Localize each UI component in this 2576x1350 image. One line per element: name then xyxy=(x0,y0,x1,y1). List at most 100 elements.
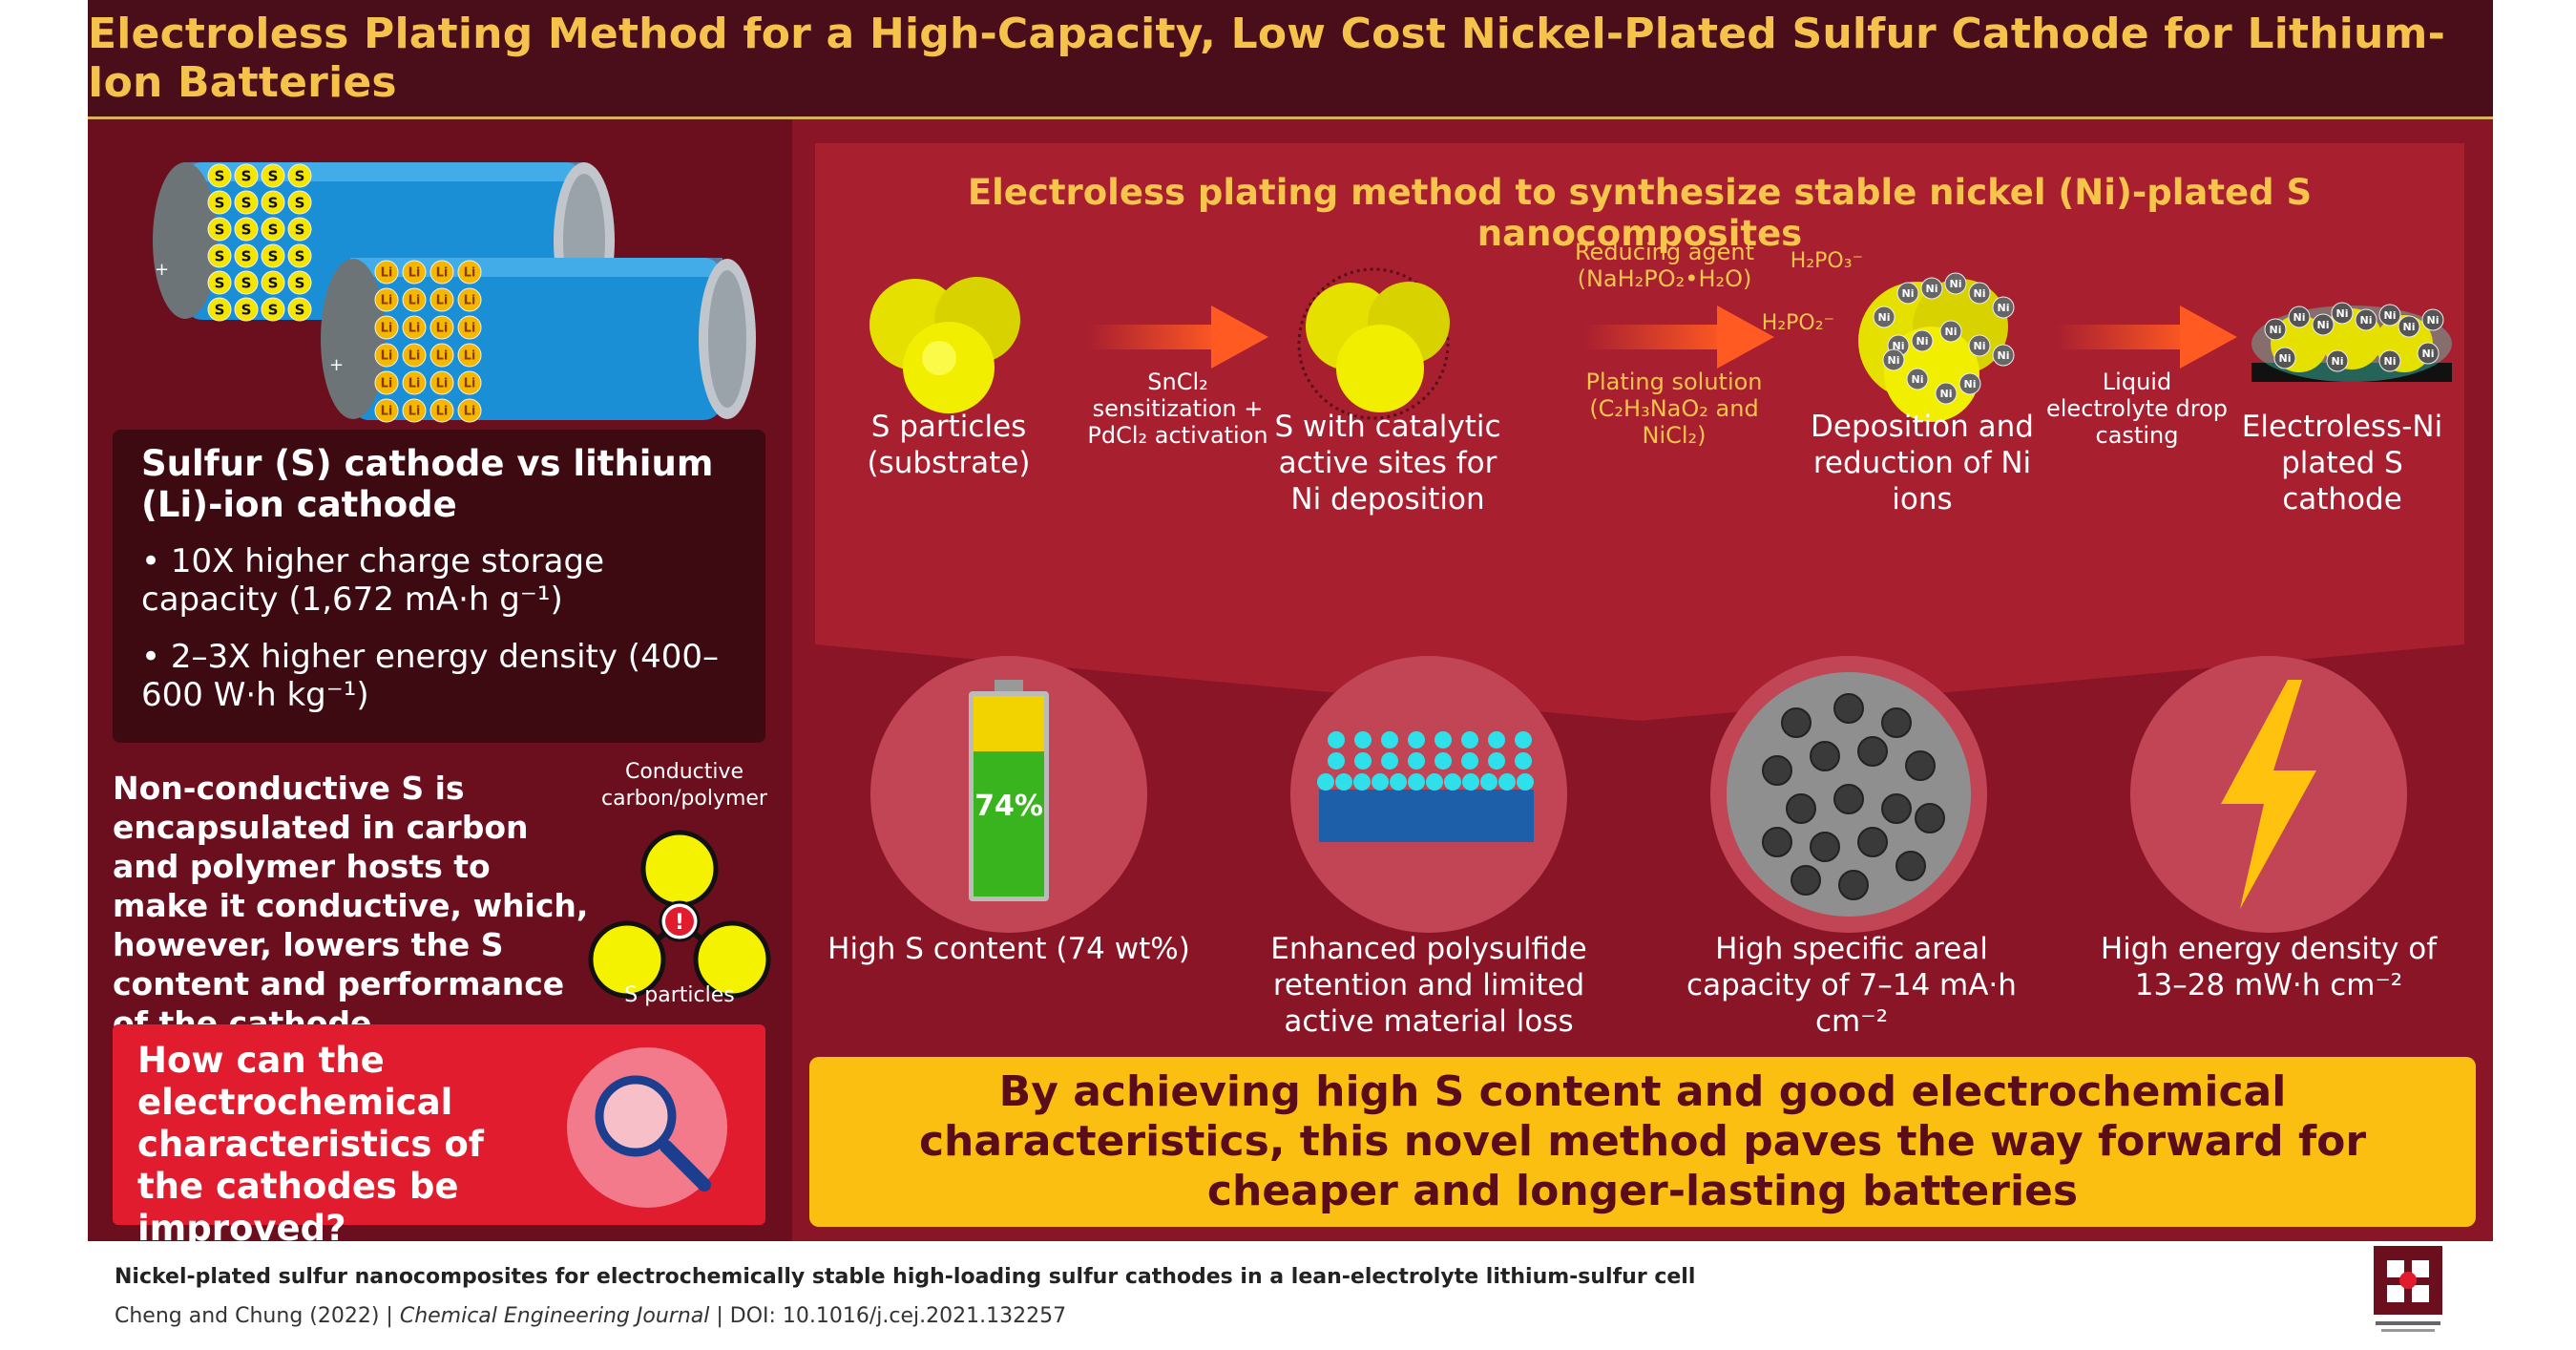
pore-dot xyxy=(1881,793,1912,824)
polysulfide-dot xyxy=(1461,752,1478,770)
pore-dot xyxy=(1905,750,1936,781)
s-atom-icon: S xyxy=(287,217,312,242)
polysulfide-dot xyxy=(1515,731,1532,749)
pore-dot xyxy=(1895,851,1926,881)
svg-text:S: S xyxy=(295,167,305,184)
li-atom-icon: Li xyxy=(374,260,399,285)
ni-atom-icon: Ni xyxy=(1944,272,1967,295)
polysulfide-dot xyxy=(1435,731,1452,749)
ni-atom-icon: Ni xyxy=(1992,296,2015,319)
pore-dot xyxy=(1833,693,1864,724)
li-atom-icon: Li xyxy=(402,370,427,395)
svg-text:Li: Li xyxy=(408,349,421,364)
li-atom-icon: Li xyxy=(374,398,399,423)
svg-text:S: S xyxy=(241,221,252,238)
polysulfide-dot xyxy=(1408,773,1425,791)
s-atom-icon: S xyxy=(261,297,285,322)
polysulfide-dot xyxy=(1408,731,1425,749)
s-atom-icon: S xyxy=(234,297,259,322)
arrow-right-icon xyxy=(1583,306,1774,369)
pore-dot xyxy=(1857,736,1888,767)
ni-atom-icon: Ni xyxy=(2312,313,2335,336)
svg-text:+: + xyxy=(155,260,169,280)
svg-text:Li: Li xyxy=(381,377,393,391)
s-atom-icon: S xyxy=(261,190,285,215)
benefit3-circle xyxy=(1710,656,1987,933)
ni-atom-icon: Ni xyxy=(1911,329,1934,352)
ni-atom-icon: Ni xyxy=(1968,282,1991,305)
polysulfide-dot xyxy=(1408,752,1425,770)
benefit1-circle: 74% xyxy=(870,656,1147,933)
li-atom-icon: Li xyxy=(457,343,482,368)
pore-dot xyxy=(1786,793,1816,824)
arrow3-label: Liquid electrolyte drop casting xyxy=(2046,369,2228,449)
s-atom-icon: S xyxy=(287,163,312,188)
svg-text:Li: Li xyxy=(436,377,449,391)
svg-text:Li: Li xyxy=(436,322,449,336)
ni-atom-icon: Ni xyxy=(1958,372,1981,395)
footer-doi: | DOI: 10.1016/j.cej.2021.132257 xyxy=(709,1304,1067,1328)
polysulfide-dot xyxy=(1480,773,1497,791)
nonconductive-text: Non-conductive S is encapsulated in carb… xyxy=(113,770,589,1042)
svg-text:Ni: Ni xyxy=(2293,311,2306,324)
ni-atom-icon: Ni xyxy=(1968,334,1991,357)
svg-text:Ni: Ni xyxy=(1888,354,1900,367)
pore-dot xyxy=(1791,865,1821,896)
svg-text:S: S xyxy=(268,274,279,291)
conductive-label: Conductive carbon/polymer xyxy=(601,760,767,811)
svg-text:Ni: Ni xyxy=(1945,326,1958,338)
li-atom-icon: Li xyxy=(457,370,482,395)
svg-text:S: S xyxy=(268,194,279,211)
polysulfide-dot xyxy=(1517,773,1534,791)
svg-text:Li: Li xyxy=(408,405,421,419)
svg-text:Li: Li xyxy=(464,322,476,336)
ni-atom-icon: Ni xyxy=(1935,382,1958,405)
svg-text:S: S xyxy=(215,167,225,184)
s-atom-icon: S xyxy=(234,217,259,242)
pore-dot xyxy=(1810,832,1840,862)
polysulfide-dot xyxy=(1435,752,1452,770)
ni-atom-icon: Ni xyxy=(1873,306,1895,328)
svg-text:Ni: Ni xyxy=(2360,314,2373,327)
polysulfide-dot xyxy=(1328,731,1345,749)
li-atom-icon: Li xyxy=(429,370,454,395)
s-atom-icon: S xyxy=(234,190,259,215)
svg-text:Ni: Ni xyxy=(2427,314,2440,327)
footer-paper-title: Nickel-plated sulfur nanocomposites for … xyxy=(115,1265,1696,1289)
s-atom-icon: S xyxy=(207,163,232,188)
svg-text:Ni: Ni xyxy=(1974,287,1986,300)
svg-text:S: S xyxy=(241,301,252,318)
svg-text:Ni: Ni xyxy=(1878,311,1891,324)
conclusion-text: By achieving high S content and good ele… xyxy=(918,1067,2367,1215)
s-particles-label: S particles xyxy=(624,983,735,1007)
ni-deposition-icon: Ni Ni Ni Ni Ni Ni Ni Ni Ni Ni Ni Ni Ni Ni Ni xyxy=(1858,272,2015,422)
li-atom-icon: Li xyxy=(402,287,427,312)
li-atom-icon: Li xyxy=(374,287,399,312)
svg-text:Li: Li xyxy=(436,266,449,281)
svg-text:Ni: Ni xyxy=(2336,307,2349,320)
arrow-right-icon xyxy=(1087,306,1268,369)
step2-label: S with catalytic active sites for Ni dep… xyxy=(1274,410,1501,517)
university-logo xyxy=(2374,1246,2442,1332)
ni-atom-icon: Ni xyxy=(2417,342,2440,365)
li-atom-icon: Li xyxy=(374,343,399,368)
polysulfide-dot xyxy=(1353,773,1371,791)
encapsulated-s-icon: ! xyxy=(588,830,771,999)
svg-text:Ni: Ni xyxy=(1964,378,1977,390)
chevron-divider xyxy=(815,644,2464,721)
svg-text:S: S xyxy=(268,301,279,318)
svg-text:Ni: Ni xyxy=(1940,388,1953,400)
vs-bullet-energy: • 2–3X higher energy density (400–600 W·… xyxy=(141,638,719,714)
svg-text:Ni: Ni xyxy=(2332,355,2344,368)
magnifier-icon xyxy=(567,1047,727,1208)
battery-level-icon xyxy=(969,680,1049,901)
svg-text:S: S xyxy=(215,301,225,318)
sulfur-vs-lithium-box: Sulfur (S) cathode vs lithium (Li)-ion c… xyxy=(113,430,765,743)
s-atom-icon: S xyxy=(261,163,285,188)
li-atom-icon: Li xyxy=(457,260,482,285)
ni-atom-icon: Ni xyxy=(2273,347,2296,369)
question-text: How can the electrochemical characterist… xyxy=(137,1040,484,1249)
li-atom-icon: Li xyxy=(429,315,454,340)
svg-text:S: S xyxy=(295,247,305,264)
